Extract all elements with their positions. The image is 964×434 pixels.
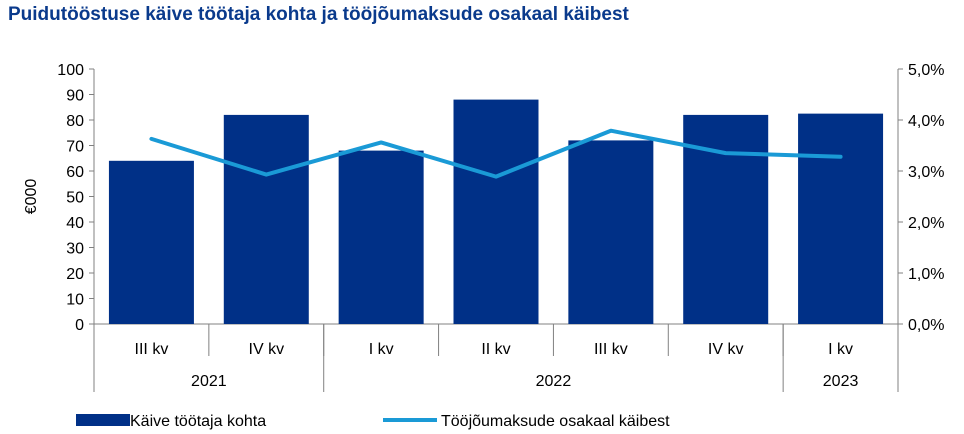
x-tick-label: III kv [594,341,628,358]
bar-series [108,99,884,325]
x-tick-label: III kv [135,341,169,358]
y-tick-label: 40 [66,215,84,232]
y2-tick-label: 2,0% [908,215,944,232]
legend-label-line: Tööjõumaksude osakaal käibest [441,413,670,430]
y-tick-label: 20 [66,266,84,283]
bar [568,140,654,324]
year-label: 2023 [823,373,859,390]
y-tick-label: 80 [66,113,84,130]
y2-tick-label: 1,0% [908,266,944,283]
x-axis-labels: III kv IV kv I kv II kv III kv IV kv I kv 2021 2… [93,324,899,392]
y-tick-label: 0 [75,317,84,334]
x-tick-label: I kv [369,341,394,358]
bar [453,99,539,324]
bar [338,150,424,324]
x-tick-label: II kv [481,341,510,358]
y2-tick-label: 5,0% [908,62,944,79]
y-tick-label: 50 [66,190,84,207]
y-tick-label: 90 [66,88,84,105]
x-tick-label: I kv [828,341,853,358]
y-tick-label: 10 [66,292,84,309]
legend-label-bar: Käive töötaja kohta [130,413,266,430]
bar [223,114,309,325]
legend: Käive töötaja kohta Tööjõumaksude osakaal… [76,413,670,430]
y-tick-label: 60 [66,164,84,181]
line-series [149,128,843,179]
y-tick-label: 30 [66,241,84,258]
y2-tick-label: 3,0% [908,164,944,181]
legend-swatch-bar [76,414,130,426]
x-tick-label: IV kv [708,341,744,358]
year-label: 2022 [536,373,572,390]
y-tick-label: 70 [66,139,84,156]
bar [108,160,194,324]
bar [798,113,884,324]
y2-tick-label: 0,0% [908,317,944,334]
y2-tick-label: 4,0% [908,113,944,130]
bar [683,114,769,325]
chart-title: Puidutööstuse käive töötaja kohta ja töö… [8,4,629,25]
y-tick-label: 100 [57,62,84,79]
x-tick-label: IV kv [249,341,285,358]
y-axis-label: €000 [23,179,40,215]
year-label: 2021 [191,373,227,390]
